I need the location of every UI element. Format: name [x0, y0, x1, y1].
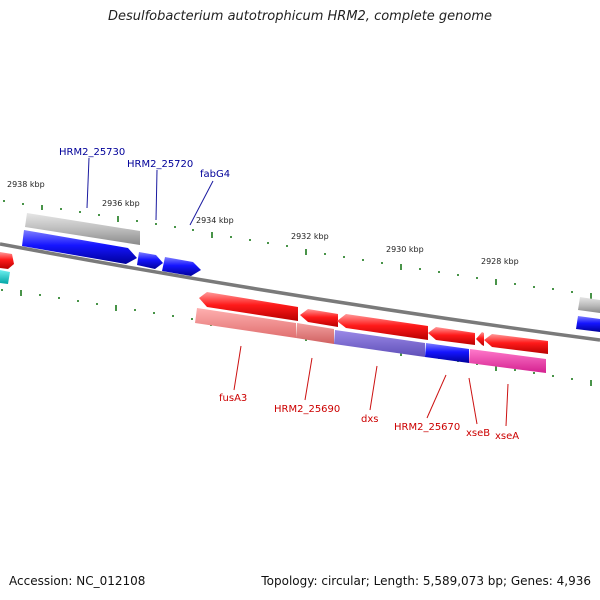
leader-line-xsea [505, 383, 509, 427]
gene-fabg4[interactable] [162, 257, 201, 276]
leader-line-fusa3 [233, 345, 242, 391]
gene-xseb[interactable] [476, 332, 484, 346]
gene-label-fabg4[interactable]: fabG4 [200, 169, 230, 180]
gene-label-dxs[interactable]: dxs [361, 414, 378, 425]
gene-label-hrm2-25730[interactable]: HRM2_25730 [59, 147, 125, 158]
gray-feature-track[interactable] [25, 213, 140, 245]
scale-label: 2928 kbp [481, 257, 519, 266]
gene-xsea[interactable] [484, 334, 548, 354]
feature-segment-dxs[interactable] [334, 330, 425, 357]
gene-left-edge-red[interactable] [0, 252, 14, 269]
gene-label-xsea[interactable]: xseA [495, 431, 519, 442]
genome-title: Desulfobacterium autotrophicum HRM2, com… [107, 9, 493, 24]
scale-label: 2936 kbp [102, 199, 140, 208]
genome-summary-text: Topology: circular; Length: 5,589,073 bp… [261, 574, 591, 588]
leader-line-hrm2-25720 [155, 169, 158, 221]
outer-tick-ring [3, 200, 592, 299]
gene-label-hrm2-25670[interactable]: HRM2_25670 [394, 422, 460, 433]
gene-hrm2-25720[interactable] [137, 252, 163, 269]
feature-segment-fusa3[interactable] [195, 308, 296, 338]
gene-dxs[interactable] [337, 314, 428, 340]
gene-label-fusa3[interactable]: fusA3 [219, 393, 247, 404]
gray-feature-track-right[interactable] [578, 297, 600, 313]
scale-label: 2934 kbp [196, 216, 234, 225]
feature-segment-hrm2-25670[interactable] [425, 343, 469, 363]
accession-text: Accession: NC_012108 [9, 574, 146, 588]
genome-backbone [0, 242, 600, 342]
gene-right-edge-blue[interactable] [576, 316, 600, 332]
leader-line-hrm2-25670 [426, 374, 447, 419]
gene-hrm2-25730[interactable] [22, 230, 137, 264]
leader-line-hrm2-25730 [86, 157, 90, 209]
leader-line-fabg4 [189, 180, 214, 226]
feature-segment-xse[interactable] [469, 349, 546, 373]
gene-hrm2-25690[interactable] [300, 309, 338, 327]
scale-label: 2930 kbp [386, 245, 424, 254]
feature-segment-hrm2-25690[interactable] [296, 323, 334, 344]
leader-line-hrm2-25690 [304, 357, 313, 401]
gene-hrm2-25670[interactable] [428, 327, 475, 345]
leader-line-xseb [468, 377, 478, 425]
gene-left-edge-cyan[interactable] [0, 270, 10, 284]
scale-label: 2932 kbp [291, 232, 329, 241]
leader-line-dxs [369, 365, 378, 411]
scale-label: 2938 kbp [7, 180, 45, 189]
bottom-leader-lines [233, 345, 509, 427]
gene-fusa3[interactable] [199, 292, 298, 321]
top-leader-lines [86, 157, 214, 226]
gene-label-hrm2-25720[interactable]: HRM2_25720 [127, 159, 193, 170]
gene-label-hrm2-25690[interactable]: HRM2_25690 [274, 404, 340, 415]
gene-label-xseb[interactable]: xseB [466, 428, 490, 439]
